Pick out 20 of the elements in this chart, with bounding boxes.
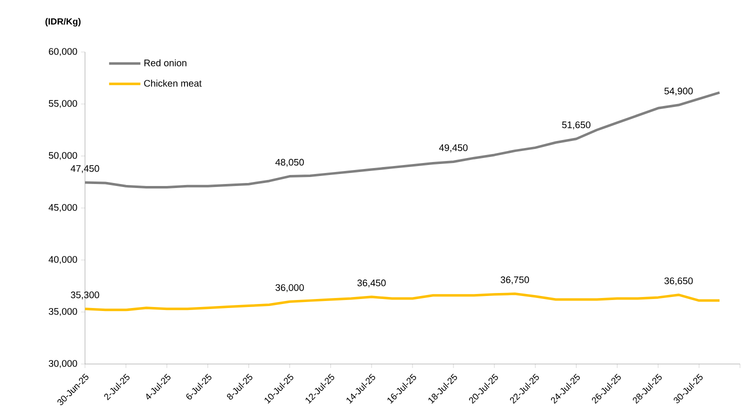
y-tick-label: 40,000 xyxy=(48,256,78,264)
data-label: 48,050 xyxy=(275,158,304,167)
data-label: 36,450 xyxy=(357,280,386,288)
legend-label: Chicken meat xyxy=(144,80,202,87)
data-label: 36,750 xyxy=(500,276,529,284)
legend-label: Red onion xyxy=(144,59,186,66)
y-axis-title: (IDR/Kg) xyxy=(45,18,81,26)
y-tick-label: 30,000 xyxy=(48,360,78,368)
data-label: 35,300 xyxy=(70,292,100,300)
y-tick-label: 55,000 xyxy=(48,100,78,108)
y-tick-label: 60,000 xyxy=(48,48,78,56)
data-label: 51,650 xyxy=(562,121,590,130)
data-label: 54,900 xyxy=(664,88,693,96)
data-label: 47,450 xyxy=(70,165,100,173)
y-tick-label: 35,000 xyxy=(48,308,78,316)
y-tick-label: 45,000 xyxy=(48,204,78,212)
data-label: 49,450 xyxy=(439,144,468,152)
data-label: 36,650 xyxy=(664,277,693,286)
y-tick-label: 50,000 xyxy=(48,152,78,160)
data-label: 36,000 xyxy=(276,284,304,292)
